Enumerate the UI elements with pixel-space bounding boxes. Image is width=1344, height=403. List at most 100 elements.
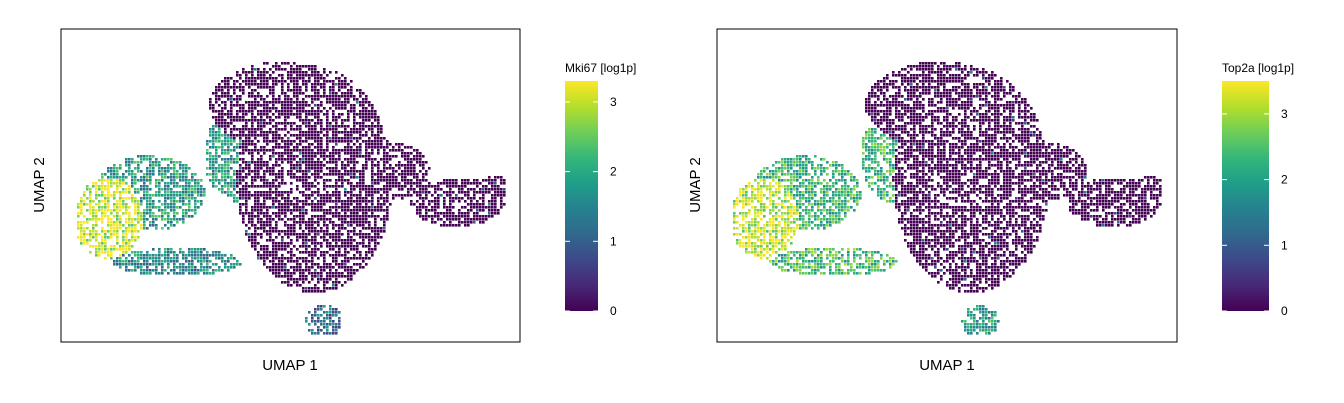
scatter-point <box>278 137 281 140</box>
scatter-point <box>326 161 329 164</box>
scatter-point <box>365 158 368 161</box>
scatter-point <box>446 191 449 194</box>
scatter-point <box>910 98 913 101</box>
scatter-point <box>1024 107 1027 110</box>
scatter-point <box>182 209 185 212</box>
scatter-point <box>871 113 874 116</box>
scatter-point <box>299 92 302 95</box>
scatter-point <box>910 128 913 131</box>
scatter-point <box>224 182 227 185</box>
scatter-point <box>904 131 907 134</box>
scatter-point <box>218 86 221 89</box>
scatter-point <box>991 107 994 110</box>
scatter-point <box>437 218 440 221</box>
scatter-point <box>116 257 119 260</box>
scatter-point <box>302 203 305 206</box>
scatter-point <box>425 185 428 188</box>
scatter-point <box>290 209 293 212</box>
scatter-point <box>272 149 275 152</box>
scatter-point <box>365 134 368 137</box>
scatter-point <box>308 119 311 122</box>
scatter-point <box>913 125 916 128</box>
scatter-point <box>272 137 275 140</box>
scatter-point <box>359 188 362 191</box>
scatter-point <box>266 161 269 164</box>
scatter-point <box>940 110 943 113</box>
scatter-point <box>224 95 227 98</box>
scatter-point <box>248 143 251 146</box>
scatter-point <box>305 146 308 149</box>
scatter-point <box>464 221 467 224</box>
scatter-point <box>320 131 323 134</box>
scatter-point <box>422 218 425 221</box>
scatter-point <box>110 170 113 173</box>
scatter-point <box>952 74 955 77</box>
scatter-point <box>167 176 170 179</box>
scatter-point <box>341 182 344 185</box>
scatter-point <box>925 113 928 116</box>
scatter-point <box>134 161 137 164</box>
scatter-point <box>122 236 125 239</box>
scatter-point <box>314 173 317 176</box>
scatter-point <box>146 254 149 257</box>
scatter-point <box>353 227 356 230</box>
scatter-point <box>326 317 329 320</box>
scatter-point <box>383 215 386 218</box>
scatter-point <box>218 113 221 116</box>
scatter-point <box>200 203 203 206</box>
scatter-point <box>287 242 290 245</box>
scatter-point <box>134 209 137 212</box>
scatter-point <box>422 200 425 203</box>
scatter-point <box>332 212 335 215</box>
scatter-point <box>886 98 889 101</box>
scatter-point <box>458 212 461 215</box>
scatter-point <box>332 104 335 107</box>
scatter-point <box>314 236 317 239</box>
scatter-point <box>461 221 464 224</box>
scatter-point <box>332 221 335 224</box>
scatter-point <box>338 248 341 251</box>
scatter-point <box>943 116 946 119</box>
scatter-point <box>173 161 176 164</box>
scatter-point <box>281 197 284 200</box>
scatter-point <box>883 83 886 86</box>
scatter-point <box>182 200 185 203</box>
scatter-point <box>290 254 293 257</box>
scatter-point <box>257 227 260 230</box>
scatter-point <box>371 179 374 182</box>
scatter-point <box>317 191 320 194</box>
scatter-point <box>949 68 952 71</box>
scatter-point <box>122 191 125 194</box>
scatter-point <box>341 80 344 83</box>
scatter-point <box>113 263 116 266</box>
scatter-point <box>227 185 230 188</box>
scatter-point <box>296 80 299 83</box>
scatter-point <box>158 209 161 212</box>
scatter-point <box>146 218 149 221</box>
scatter-point <box>964 86 967 89</box>
scatter-point <box>958 140 961 143</box>
scatter-point <box>994 125 997 128</box>
scatter-point <box>985 71 988 74</box>
scatter-point <box>281 242 284 245</box>
scatter-point <box>347 233 350 236</box>
scatter-point <box>281 80 284 83</box>
scatter-point <box>341 104 344 107</box>
scatter-point <box>446 209 449 212</box>
scatter-point <box>272 173 275 176</box>
scatter-point <box>362 101 365 104</box>
scatter-point <box>215 98 218 101</box>
scatter-point <box>344 263 347 266</box>
scatter-point <box>281 122 284 125</box>
scatter-point <box>107 215 110 218</box>
scatter-point <box>137 257 140 260</box>
scatter-point <box>976 68 979 71</box>
scatter-point <box>383 230 386 233</box>
scatter-point <box>871 92 874 95</box>
scatter-point <box>323 281 326 284</box>
scatter-point <box>272 152 275 155</box>
scatter-point <box>290 77 293 80</box>
scatter-point <box>335 152 338 155</box>
scatter-point <box>353 128 356 131</box>
scatter-point <box>305 134 308 137</box>
